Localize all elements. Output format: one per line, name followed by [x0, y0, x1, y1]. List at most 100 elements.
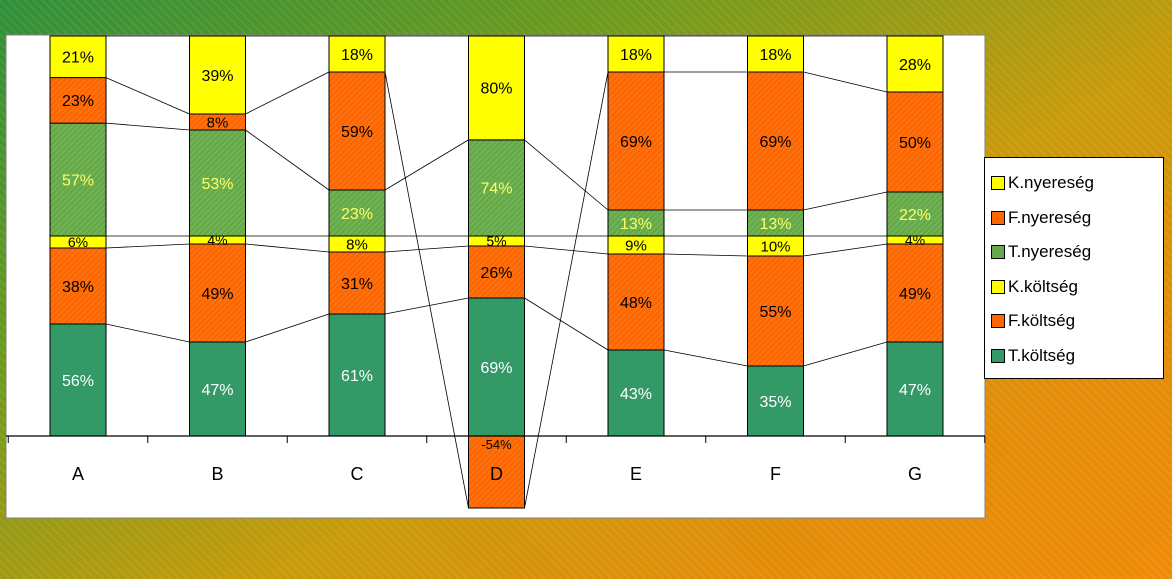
- series-line-f-nyereseg: [384, 71, 469, 509]
- series-line-f-nyereseg: [105, 77, 190, 115]
- data-label-k-koltseg-c: 8%: [346, 236, 368, 253]
- legend-item-f-koltseg: F.költség: [991, 304, 1163, 339]
- legend-label: F.nyereség: [1008, 207, 1092, 227]
- bar-t-koltseg-g: [886, 341, 944, 437]
- data-label-t-nyereseg-a: 57%: [62, 172, 94, 189]
- data-label-t-koltseg-e: 43%: [620, 386, 652, 403]
- data-label-t-koltseg-b: 47%: [201, 382, 233, 399]
- data-label-f-koltseg-e: 48%: [620, 295, 652, 312]
- data-label-f-koltseg-d: 26%: [480, 265, 512, 282]
- legend-item-k-koltseg: K.költség: [991, 270, 1163, 305]
- bar-f-nyereseg-d: [468, 435, 525, 509]
- series-line-t-koltseg: [803, 341, 888, 367]
- segment-labels: 56% 38% 6% 57% 23% 21% 47% 49% 4% 53% 8% 39% 61% 31% 8…: [62, 47, 931, 452]
- data-label-k-nyereseg-b: 39%: [201, 68, 233, 85]
- data-label-f-nyereseg-c: 59%: [341, 124, 373, 141]
- bar-t-nyereseg-f: [747, 209, 804, 237]
- bar-k-nyereseg-g: [886, 35, 944, 93]
- series-line-f-nyereseg: [803, 71, 888, 93]
- data-label-f-koltseg-f: 55%: [759, 304, 791, 321]
- bar-f-koltseg-d: [468, 245, 525, 299]
- bar-t-koltseg-d: [468, 297, 525, 437]
- data-label-k-koltseg-a: 6%: [68, 234, 88, 250]
- bar-f-koltseg-b: [189, 243, 246, 343]
- series-line-t-nyereseg: [105, 122, 190, 131]
- bar-t-nyereseg-g: [886, 191, 944, 237]
- data-label-f-nyereseg-f: 69%: [759, 134, 791, 151]
- data-label-f-nyereseg-b: 8%: [207, 114, 229, 131]
- series-line-f-koltseg: [524, 245, 609, 255]
- bar-f-koltseg-a: [49, 247, 107, 325]
- data-label-t-koltseg-a: 56%: [62, 373, 94, 390]
- data-label-f-nyereseg-g: 50%: [899, 135, 931, 152]
- bar-f-koltseg-g: [886, 243, 944, 343]
- bar-t-nyereseg-e: [607, 209, 665, 237]
- x-tick-label-b: B: [211, 464, 223, 484]
- series-line-f-koltseg: [384, 245, 469, 253]
- series-line-t-nyereseg: [524, 139, 609, 211]
- legend-swatch: [991, 348, 1005, 363]
- legend-swatch: [991, 210, 1005, 225]
- bar-k-nyereseg-d: [468, 35, 525, 141]
- data-label-k-koltseg-b: 4%: [207, 232, 227, 248]
- data-label-f-nyereseg-d: -54%: [481, 437, 512, 452]
- x-tick-label-f: F: [770, 464, 781, 484]
- legend: K.nyereség F.nyereség T.nyereség K.költs…: [984, 157, 1164, 379]
- bar-segments: [49, 35, 944, 509]
- bar-f-nyereseg-e: [607, 71, 665, 211]
- legend-item-t-koltseg: T.költség: [991, 339, 1163, 374]
- data-label-f-nyereseg-a: 23%: [62, 93, 94, 110]
- bar-t-koltseg-f: [747, 365, 804, 437]
- legend-label: K.költség: [1008, 276, 1078, 296]
- bar-t-koltseg-b: [189, 341, 246, 437]
- bar-t-nyereseg-b: [189, 129, 246, 237]
- series-line-t-koltseg: [105, 323, 190, 343]
- bar-t-koltseg-c: [328, 313, 386, 437]
- legend-item-t-nyereseg: T.nyereség: [991, 235, 1163, 270]
- legend-label: T.nyereség: [1008, 242, 1092, 262]
- data-label-t-koltseg-d: 69%: [480, 360, 512, 377]
- legend-label: K.nyereség: [1008, 173, 1094, 193]
- series-connector-lines: [105, 35, 888, 509]
- series-line-t-koltseg: [524, 297, 609, 351]
- data-label-t-koltseg-c: 61%: [341, 368, 373, 385]
- bar-k-nyereseg-c: [328, 35, 386, 73]
- bar-t-koltseg-a: [49, 323, 107, 437]
- data-label-t-koltseg-g: 47%: [899, 382, 931, 399]
- data-label-k-nyereseg-f: 18%: [759, 47, 791, 64]
- data-label-k-nyereseg-g: 28%: [899, 57, 931, 74]
- legend-item-f-nyereseg: F.nyereség: [991, 201, 1163, 236]
- data-label-k-nyereseg-e: 18%: [620, 47, 652, 64]
- legend-swatch: [991, 176, 1005, 191]
- data-label-f-koltseg-c: 31%: [341, 276, 373, 293]
- data-label-k-koltseg-g: 4%: [905, 232, 925, 248]
- bar-t-nyereseg-d: [468, 139, 525, 237]
- data-label-k-nyereseg-c: 18%: [341, 47, 373, 64]
- bar-f-nyereseg-f: [747, 71, 804, 211]
- series-line-t-nyereseg: [245, 129, 330, 191]
- data-label-t-nyereseg-b: 53%: [201, 176, 233, 193]
- legend-swatch: [991, 314, 1005, 329]
- data-label-t-koltseg-f: 35%: [759, 394, 791, 411]
- data-label-f-koltseg-g: 49%: [899, 286, 931, 303]
- series-line-t-koltseg: [245, 313, 330, 343]
- bar-f-nyereseg-c: [328, 71, 386, 191]
- bar-t-nyereseg-a: [49, 122, 107, 237]
- bar-k-nyereseg-a: [49, 35, 107, 79]
- data-label-k-koltseg-f: 10%: [760, 238, 790, 255]
- bar-f-nyereseg-g: [886, 91, 944, 193]
- series-line-f-koltseg: [245, 243, 330, 253]
- data-label-k-koltseg-e: 9%: [625, 237, 647, 254]
- bar-k-nyereseg-e: [607, 35, 665, 73]
- legend-item-k-nyereseg: K.nyereség: [991, 166, 1163, 201]
- legend-swatch: [991, 279, 1005, 294]
- bar-t-nyereseg-c: [328, 189, 386, 237]
- x-tick-label-c: C: [351, 464, 364, 484]
- data-label-t-nyereseg-d: 74%: [480, 181, 512, 198]
- data-label-t-nyereseg-e: 13%: [620, 216, 652, 233]
- data-label-t-nyereseg-c: 23%: [341, 206, 373, 223]
- data-label-f-koltseg-a: 38%: [62, 279, 94, 296]
- series-line-t-koltseg: [384, 297, 469, 315]
- legend-swatch: [991, 245, 1005, 260]
